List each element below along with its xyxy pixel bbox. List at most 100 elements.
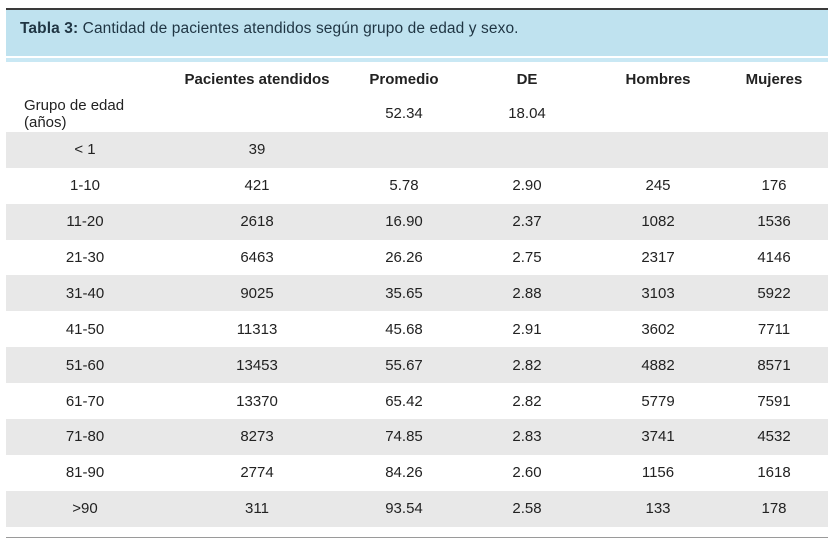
cell-hombres: 4882 (596, 347, 720, 384)
row-label: Grupo de edad (años) (24, 96, 125, 131)
cell-hombres: 1082 (596, 203, 720, 240)
cell-pacientes: 421 (244, 177, 270, 195)
cell-promedio: 45.68 (385, 320, 423, 338)
row-label: 31-40 (6, 275, 164, 312)
cell-mujeres: 7711 (757, 320, 791, 338)
cell-de: 18.04 (508, 105, 546, 123)
caption-text: Cantidad de pacientes atendidos según gr… (82, 20, 519, 37)
row-label: < 1 (6, 131, 164, 168)
cell-de: 2.82 (512, 392, 542, 410)
row-label: 81-90 (65, 464, 105, 482)
cell-mujeres: 7591 (757, 392, 791, 410)
cell-pacientes: 311 (164, 490, 350, 527)
table-row: 71-80 8273 74.85 2.83 3741 4532 (6, 419, 828, 455)
cell-mujeres: 4532 (720, 419, 828, 455)
cell-de: 2.82 (458, 347, 596, 384)
row-label: 1-10 (69, 177, 101, 195)
cell-de: 2.58 (458, 490, 596, 527)
table-row: 41-50 11313 45.68 2.91 3602 7711 (6, 311, 828, 347)
table-row: 1-10 421 5.78 2.90 245 176 (6, 168, 828, 204)
header-cell-row-label (6, 62, 164, 96)
top-rule (6, 8, 828, 10)
cell-de: 2.37 (458, 203, 596, 240)
table-row: 51-60 13453 55.67 2.82 4882 8571 (6, 347, 828, 384)
header-cell-de: DE (516, 70, 538, 88)
table-caption: Tabla 3: Cantidad de pacientes atendidos… (6, 10, 828, 56)
caption-label: Tabla 3: (20, 20, 79, 37)
cell-promedio: 52.34 (385, 105, 423, 123)
cell-de: 2.60 (512, 464, 542, 482)
row-label: 41-50 (65, 320, 105, 338)
header-cell-mujeres: Mujeres (745, 70, 803, 88)
header-strip (6, 58, 828, 62)
cell-pacientes: 2774 (240, 464, 274, 482)
cell-hombres: 3103 (596, 275, 720, 312)
cell-hombres: 133 (596, 490, 720, 527)
cell-mujeres: 176 (761, 177, 787, 195)
cell-promedio (350, 131, 458, 168)
header-cell-hombres: Hombres (625, 70, 691, 88)
header-cell-promedio: Promedio (369, 70, 439, 88)
cell-promedio: 16.90 (350, 203, 458, 240)
cell-hombres: 245 (645, 177, 671, 195)
cell-mujeres: 8571 (720, 347, 828, 384)
table-row: >90 311 93.54 2.58 133 178 (6, 490, 828, 527)
cell-hombres (596, 96, 720, 132)
cell-promedio: 55.67 (350, 347, 458, 384)
cell-pacientes: 39 (164, 131, 350, 168)
row-label: 21-30 (65, 249, 105, 266)
cell-de: 2.88 (458, 275, 596, 312)
header-cell-pacientes: Pacientes atendidos (184, 70, 330, 88)
cell-promedio: 5.78 (389, 177, 419, 195)
cell-promedio: 84.26 (385, 464, 423, 482)
row-label: >90 (6, 490, 164, 527)
cell-pacientes: 2618 (164, 203, 350, 240)
cell-mujeres: 1618 (757, 464, 791, 482)
bottom-rule (6, 537, 828, 538)
cell-mujeres (720, 96, 828, 132)
cell-pacientes: 6463 (240, 249, 274, 266)
cell-de: 2.83 (458, 419, 596, 455)
cell-pacientes: 8273 (164, 419, 350, 455)
table-row: 61-70 13370 65.42 2.82 5779 7591 (6, 383, 828, 419)
cell-mujeres: 4146 (757, 249, 791, 266)
cell-hombres: 2317 (641, 249, 675, 266)
header-row: Pacientes atendidos Promedio DE Hombres … (6, 62, 828, 96)
cell-hombres: 1156 (641, 464, 675, 482)
cell-de: 2.90 (512, 177, 542, 195)
cell-hombres (596, 131, 720, 168)
cell-mujeres: 1536 (720, 203, 828, 240)
table-row: 81-90 2774 84.26 2.60 1156 1618 (6, 455, 828, 491)
table-row: 11-20 2618 16.90 2.37 1082 1536 (6, 203, 828, 240)
cell-promedio: 26.26 (385, 249, 423, 266)
cell-hombres: 5779 (641, 392, 675, 410)
cell-de: 2.91 (512, 320, 542, 338)
cell-promedio: 74.85 (350, 419, 458, 455)
row-label: 11-20 (6, 203, 164, 240)
table-row: 21-30 6463 26.26 2.75 2317 4146 (6, 240, 828, 276)
caption-divider (6, 56, 828, 58)
cell-pacientes: 11313 (236, 320, 278, 338)
table-row: Grupo de edad (años) 52.34 18.04 (6, 96, 828, 132)
row-label: 71-80 (6, 419, 164, 455)
data-table: Pacientes atendidos Promedio DE Hombres … (6, 62, 828, 527)
cell-de (458, 131, 596, 168)
cell-de: 2.75 (512, 249, 542, 266)
row-label: 51-60 (6, 347, 164, 384)
table-row: 31-40 9025 35.65 2.88 3103 5922 (6, 275, 828, 312)
cell-hombres: 3741 (596, 419, 720, 455)
cell-mujeres: 178 (720, 490, 828, 527)
cell-promedio: 93.54 (350, 490, 458, 527)
cell-mujeres: 5922 (720, 275, 828, 312)
cell-pacientes (164, 96, 350, 132)
table-row: < 1 39 (6, 131, 828, 168)
cell-hombres: 3602 (641, 320, 675, 338)
cell-pacientes: 9025 (164, 275, 350, 312)
cell-promedio: 65.42 (385, 392, 423, 410)
cell-promedio: 35.65 (350, 275, 458, 312)
cell-mujeres (720, 131, 828, 168)
cell-pacientes: 13370 (236, 392, 278, 410)
row-label: 61-70 (65, 392, 105, 410)
cell-pacientes: 13453 (164, 347, 350, 384)
